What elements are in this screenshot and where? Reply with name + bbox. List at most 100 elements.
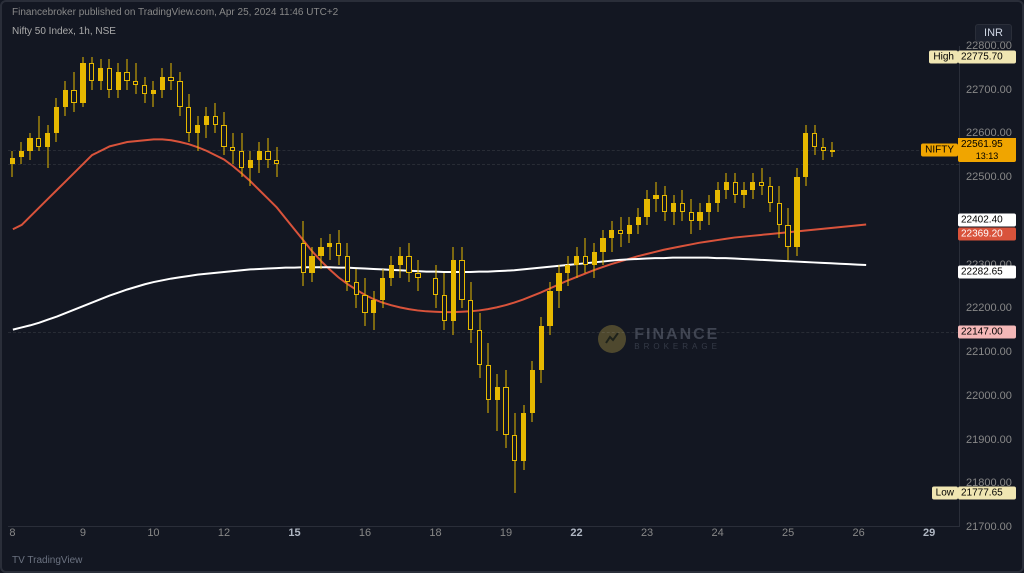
candle	[636, 46, 641, 527]
candle	[309, 46, 314, 527]
candle	[71, 46, 76, 527]
candle	[724, 46, 729, 527]
candle	[627, 46, 632, 527]
candle	[257, 46, 262, 527]
candle	[204, 46, 209, 527]
candle	[715, 46, 720, 527]
x-tick: 25	[782, 527, 794, 539]
candle	[777, 46, 782, 527]
publish-info: Financebroker published on TradingView.c…	[12, 7, 1012, 18]
candle	[186, 46, 191, 527]
candle	[248, 46, 253, 527]
candle	[221, 46, 226, 527]
candle	[371, 46, 376, 527]
candle	[547, 46, 552, 527]
nifty-tag: NIFTY	[921, 144, 958, 157]
candle	[442, 46, 447, 527]
candle	[477, 46, 482, 527]
y-tick: 21900.00	[962, 434, 1016, 446]
y-tick: 21700.00	[962, 521, 1016, 533]
candle	[733, 46, 738, 527]
candle	[230, 46, 235, 527]
candle	[265, 46, 270, 527]
candle	[398, 46, 403, 527]
candle	[503, 46, 508, 527]
candle	[389, 46, 394, 527]
candle	[239, 46, 244, 527]
candle	[592, 46, 597, 527]
price-label: 22402.40	[958, 213, 1016, 226]
candle	[794, 46, 799, 527]
price-label: 22561.9513:13	[958, 138, 1016, 162]
candle	[821, 46, 826, 527]
candle	[133, 46, 138, 527]
candle	[124, 46, 129, 527]
y-tick: 22000.00	[962, 390, 1016, 402]
candle	[680, 46, 685, 527]
candle	[451, 46, 456, 527]
candle	[36, 46, 41, 527]
candle	[486, 46, 491, 527]
price-label: 22282.65	[958, 266, 1016, 279]
candle	[10, 46, 15, 527]
candle	[168, 46, 173, 527]
chart-area[interactable]: FINANCE BROKERAGE	[8, 46, 960, 527]
candle	[741, 46, 746, 527]
candle	[618, 46, 623, 527]
hl-tag: High	[929, 50, 958, 63]
candle	[556, 46, 561, 527]
candle	[274, 46, 279, 527]
candle	[80, 46, 85, 527]
candle	[116, 46, 121, 527]
candle	[671, 46, 676, 527]
candle	[318, 46, 323, 527]
y-tick: 22100.00	[962, 346, 1016, 358]
chart-frame: Financebroker published on TradingView.c…	[0, 0, 1024, 573]
x-tick: 15	[288, 527, 300, 539]
candle	[706, 46, 711, 527]
x-tick: 12	[218, 527, 230, 539]
candle	[539, 46, 544, 527]
x-tick: 26	[853, 527, 865, 539]
candle	[803, 46, 808, 527]
candle	[27, 46, 32, 527]
y-axis[interactable]: 21700.0021800.0021900.0022000.0022100.00…	[962, 46, 1016, 527]
candle	[468, 46, 473, 527]
candle	[89, 46, 94, 527]
candle	[354, 46, 359, 527]
candle	[759, 46, 764, 527]
y-tick: 22200.00	[962, 302, 1016, 314]
candle	[512, 46, 517, 527]
candle	[213, 46, 218, 527]
candle	[362, 46, 367, 527]
x-tick: 16	[359, 527, 371, 539]
candle	[380, 46, 385, 527]
x-tick: 22	[570, 527, 582, 539]
candle	[19, 46, 24, 527]
x-tick: 10	[147, 527, 159, 539]
candle	[609, 46, 614, 527]
candle	[644, 46, 649, 527]
price-label: 22775.70	[958, 50, 1016, 63]
candle	[151, 46, 156, 527]
tradingview-branding: TV TradingView	[12, 555, 82, 566]
symbol-info: Nifty 50 Index, 1h, NSE	[12, 26, 116, 37]
price-label: 22147.00	[958, 325, 1016, 338]
x-axis[interactable]: 89101215161819222324252629	[8, 527, 960, 545]
candle	[830, 46, 835, 527]
ma-white	[13, 258, 866, 330]
candle	[583, 46, 588, 527]
price-label: 22369.20	[958, 228, 1016, 241]
candle	[107, 46, 112, 527]
candle	[574, 46, 579, 527]
candle	[812, 46, 817, 527]
candle	[530, 46, 535, 527]
candle	[142, 46, 147, 527]
x-tick: 9	[80, 527, 86, 539]
candle	[653, 46, 658, 527]
candle	[565, 46, 570, 527]
candle	[433, 46, 438, 527]
candle	[336, 46, 341, 527]
x-tick: 19	[500, 527, 512, 539]
candle	[406, 46, 411, 527]
